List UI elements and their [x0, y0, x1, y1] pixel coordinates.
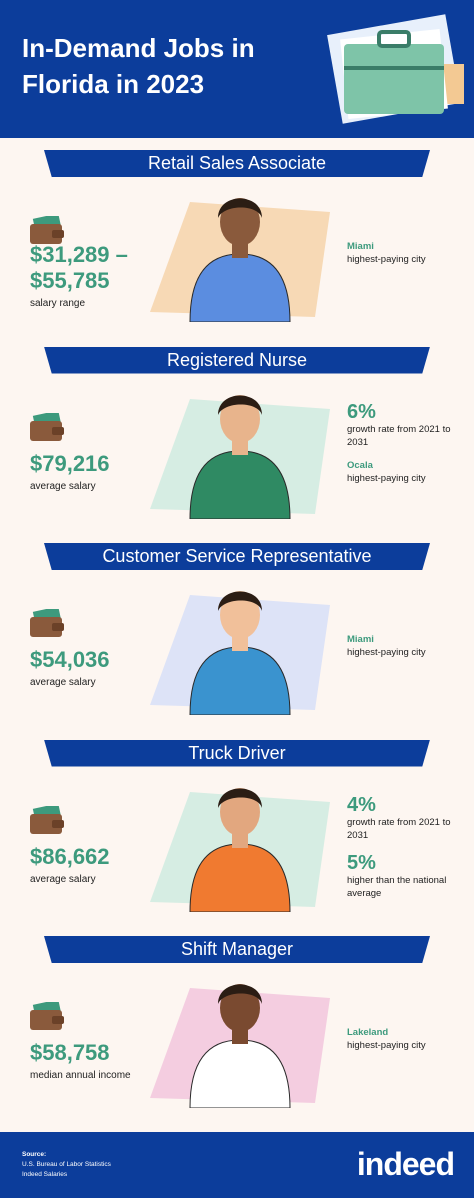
stats: Miami highest-paying city	[347, 633, 462, 669]
job-title-banner: Customer Service Representative	[44, 543, 430, 570]
briefcase-illustration	[327, 14, 464, 124]
job-illustration	[150, 984, 330, 1108]
job-section: Shift Manager $58,758 median annual income…	[0, 924, 474, 1120]
stat-text: growth rate from 2021 to 2031	[347, 816, 451, 841]
stat-heading: Miami	[347, 241, 374, 252]
header: In-Demand Jobs in Florida in 2023	[0, 0, 474, 138]
job-title-banner: Registered Nurse	[44, 346, 430, 374]
stat-text: highest-paying city	[347, 254, 426, 265]
stat-value: 4%	[347, 793, 376, 816]
job-illustration	[150, 198, 330, 322]
wallet-icon	[30, 1002, 64, 1030]
job-title-banner: Retail Sales Associate	[44, 150, 430, 177]
stat-heading: Lakeland	[347, 1027, 389, 1038]
stat: Miami highest-paying city	[347, 633, 462, 659]
page-title: In-Demand Jobs in Florida in 2023	[22, 33, 255, 99]
job-illustration	[150, 591, 330, 715]
salary-caption: average salary	[30, 873, 96, 885]
source: U.S. Bureau of Labor Statistics	[22, 1161, 111, 1168]
stat-text: highest-paying city	[347, 647, 426, 658]
salary-caption: average salary	[30, 480, 96, 492]
stats: 6% growth rate from 2021 to 2031 Ocala high…	[347, 401, 462, 495]
stats: Lakeland highest-paying city	[347, 1026, 462, 1062]
stat-text: highest-paying city	[347, 1040, 426, 1051]
wallet-icon	[30, 805, 64, 834]
salary-value: $54,036	[30, 647, 110, 672]
job-title-banner: Shift Manager	[44, 936, 430, 963]
footer: Source: U.S. Bureau of Labor Statistics …	[0, 1132, 474, 1198]
salary-caption: median annual income	[30, 1070, 131, 1081]
stat-value: 6%	[347, 400, 376, 423]
source: Indeed Salaries	[22, 1171, 68, 1178]
stat: Miami highest-paying city	[347, 240, 462, 266]
source-label: Source:	[22, 1151, 47, 1158]
salary-value: $79,216	[30, 450, 110, 476]
job-section: Retail Sales Associate $31,289 – $55,785 s…	[0, 138, 474, 334]
stats: 4% growth rate from 2021 to 2031 5% higher …	[347, 794, 462, 910]
job-section: Truck Driver $86,662 average salary 4% grow…	[0, 728, 474, 924]
salary-caption: average salary	[30, 677, 96, 688]
stat: 4% growth rate from 2021 to 2031	[347, 794, 462, 842]
salary-value: $86,662	[30, 843, 110, 869]
stat: Lakeland highest-paying city	[347, 1026, 462, 1052]
job-illustration	[150, 394, 330, 519]
salary-caption: salary range	[30, 298, 86, 309]
job-title-banner: Truck Driver	[44, 739, 430, 767]
stat-heading: Miami	[347, 634, 374, 645]
job-section: Registered Nurse $79,216 average salary 6%…	[0, 335, 474, 531]
logo: indeed	[356, 1146, 455, 1182]
wallet-icon	[30, 412, 64, 441]
stats: Miami highest-paying city	[347, 240, 462, 276]
stat-value: 5%	[347, 851, 376, 874]
stat: 6% growth rate from 2021 to 2031	[347, 401, 462, 449]
stat: 5% higher than the national average	[347, 852, 462, 900]
stat: Ocala highest-paying city	[347, 459, 462, 485]
wallet-icon	[30, 216, 64, 244]
salary-value: $31,289 – $55,785	[30, 242, 128, 293]
wallet-icon	[30, 609, 64, 637]
stat-text: highest-paying city	[347, 472, 426, 484]
stat-text: growth rate from 2021 to 2031	[347, 423, 451, 448]
stat-heading: Ocala	[347, 459, 373, 471]
stat-text: higher than the national average	[347, 874, 447, 899]
job-illustration	[150, 787, 330, 912]
sources: Source: U.S. Bureau of Labor Statistics …	[22, 1150, 111, 1180]
job-section: Customer Service Representative $54,036 av…	[0, 531, 474, 727]
salary-value: $58,758	[30, 1040, 110, 1065]
